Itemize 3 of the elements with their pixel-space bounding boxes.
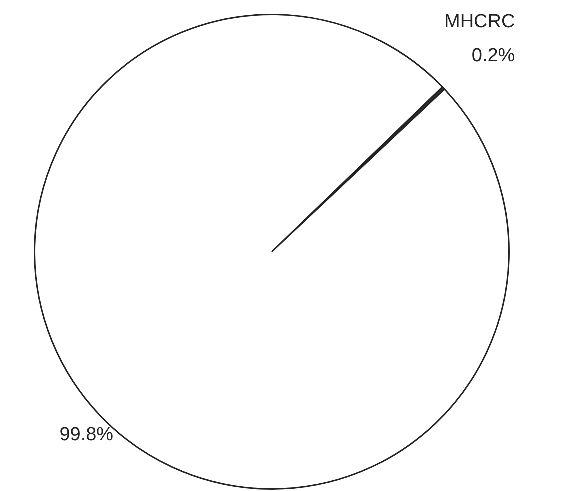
data-label: 99.8% [60,424,114,446]
data-label: 0.2% [472,45,516,66]
slice-label: MHCRC [444,11,516,32]
